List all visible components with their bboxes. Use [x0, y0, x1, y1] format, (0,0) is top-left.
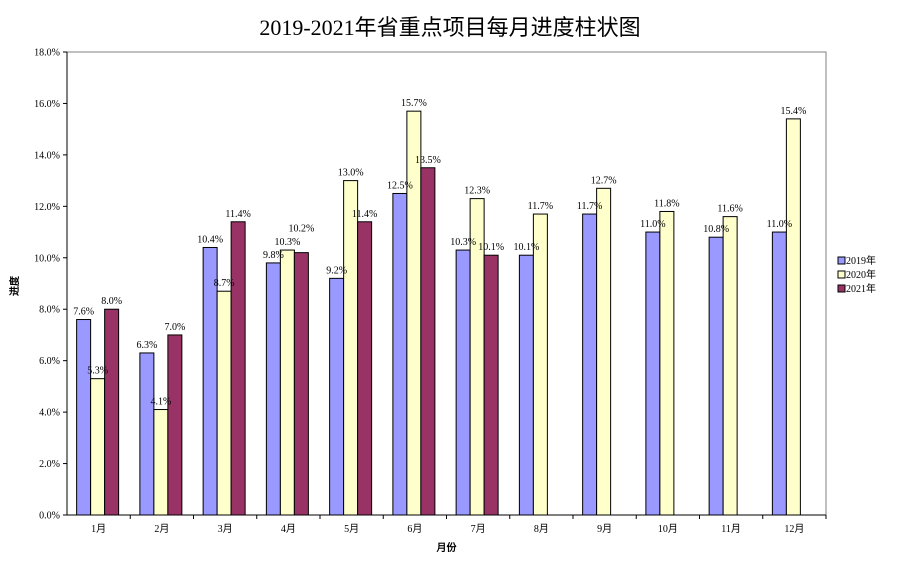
- y-tick-label: 12.0%: [34, 202, 60, 213]
- x-tick-label: 7月: [471, 523, 486, 535]
- bar-2021年-1月: [104, 308, 120, 516]
- data-label: 13.5%: [415, 155, 441, 166]
- data-label: 11.4%: [352, 209, 377, 220]
- data-label: 8.7%: [214, 278, 235, 289]
- bar-2020年-3月: [216, 290, 232, 516]
- x-tick-label: 9月: [597, 523, 612, 535]
- x-tick-label: 11月: [721, 523, 741, 535]
- x-tick-label: 1月: [91, 523, 106, 535]
- bar-2020年-2月: [153, 409, 169, 516]
- x-tick-label: 10月: [658, 523, 678, 535]
- bar-2020年-4月: [279, 249, 295, 516]
- x-axis-label: 月份: [436, 541, 458, 554]
- bar-2019年-4月: [265, 262, 281, 516]
- bar-2020年-8月: [532, 213, 548, 516]
- data-label: 10.4%: [197, 234, 223, 245]
- legend-label: 2019年: [846, 254, 876, 267]
- data-label: 15.4%: [780, 106, 806, 117]
- data-label: 9.2%: [326, 265, 347, 276]
- data-label: 4.1%: [150, 397, 171, 408]
- data-label: 10.1%: [513, 242, 539, 253]
- bar-2020年-1月: [90, 378, 106, 516]
- y-tick-label: 10.0%: [34, 253, 60, 264]
- data-label: 13.0%: [338, 168, 364, 179]
- chart-title: 2019-2021年省重点项目每月进度柱状图: [259, 15, 641, 40]
- bar-2019年-7月: [455, 249, 471, 516]
- data-label: 5.3%: [87, 366, 108, 377]
- bar-2021年-4月: [293, 252, 309, 516]
- bar-2019年-11月: [708, 236, 724, 516]
- data-label: 10.2%: [288, 224, 314, 235]
- legend-label: 2020年: [846, 268, 876, 281]
- legend-label: 2021年: [846, 282, 876, 295]
- bar-2019年-8月: [518, 254, 534, 516]
- y-tick-label: 0.0%: [39, 511, 60, 522]
- data-label: 15.7%: [401, 98, 427, 109]
- x-tick-label: 8月: [534, 523, 549, 535]
- legend-swatch-2021年: [837, 284, 846, 293]
- data-label: 11.7%: [577, 201, 602, 212]
- data-label: 8.0%: [101, 296, 122, 307]
- data-label: 10.3%: [450, 237, 476, 248]
- data-label: 9.8%: [263, 250, 284, 261]
- data-label: 6.3%: [136, 340, 157, 351]
- bar-2021年-2月: [167, 334, 183, 516]
- bar-2019年-1月: [76, 319, 92, 516]
- data-label: 11.4%: [225, 209, 250, 220]
- bar-2020年-6月: [406, 110, 422, 516]
- data-label: 11.8%: [654, 198, 679, 209]
- legend-swatch-2019年: [837, 256, 846, 265]
- y-tick-label: 4.0%: [39, 408, 60, 419]
- data-label: 12.3%: [464, 186, 490, 197]
- data-label: 11.0%: [640, 219, 665, 230]
- y-axis-label: 进度: [8, 275, 21, 296]
- bar-2020年-11月: [722, 216, 738, 516]
- data-label: 7.0%: [164, 322, 185, 333]
- y-tick-label: 6.0%: [39, 356, 60, 367]
- bar-2019年-12月: [771, 231, 787, 516]
- bar-2021年-7月: [483, 254, 499, 516]
- x-tick-label: 2月: [154, 523, 169, 535]
- data-label: 7.6%: [73, 307, 94, 318]
- y-tick-label: 14.0%: [34, 150, 60, 161]
- y-tick-label: 16.0%: [34, 99, 60, 110]
- bar-2019年-9月: [582, 213, 598, 516]
- data-label: 11.6%: [717, 204, 742, 215]
- data-label: 11.7%: [528, 201, 553, 212]
- bar-2021年-5月: [357, 221, 373, 516]
- data-label: 12.5%: [387, 180, 413, 191]
- bar-2019年-5月: [329, 277, 345, 516]
- data-label: 10.3%: [274, 237, 300, 248]
- bar-2019年-2月: [139, 352, 155, 516]
- x-tick-label: 4月: [281, 523, 296, 535]
- data-label: 11.0%: [767, 219, 792, 230]
- bar-2019年-10月: [645, 231, 661, 516]
- x-tick-label: 5月: [344, 523, 359, 535]
- bar-2021年-6月: [420, 167, 436, 516]
- bar-2020年-9月: [596, 187, 612, 516]
- x-tick-label: 6月: [407, 523, 422, 535]
- x-tick-label: 3月: [218, 523, 233, 535]
- bar-2021年-3月: [230, 221, 246, 516]
- bar-2019年-6月: [392, 192, 408, 516]
- y-tick-label: 18.0%: [34, 48, 60, 59]
- data-label: 12.7%: [591, 175, 617, 186]
- y-tick-label: 2.0%: [39, 459, 60, 470]
- bar-2020年-12月: [785, 118, 801, 516]
- legend-swatch-2020年: [837, 270, 846, 279]
- data-label: 10.1%: [478, 242, 504, 253]
- bar-2020年-5月: [343, 180, 359, 516]
- x-tick-label: 12月: [784, 523, 804, 535]
- bar-2020年-10月: [659, 210, 675, 516]
- plot-area: [66, 51, 827, 516]
- y-tick-label: 8.0%: [39, 305, 60, 316]
- data-label: 10.8%: [703, 224, 729, 235]
